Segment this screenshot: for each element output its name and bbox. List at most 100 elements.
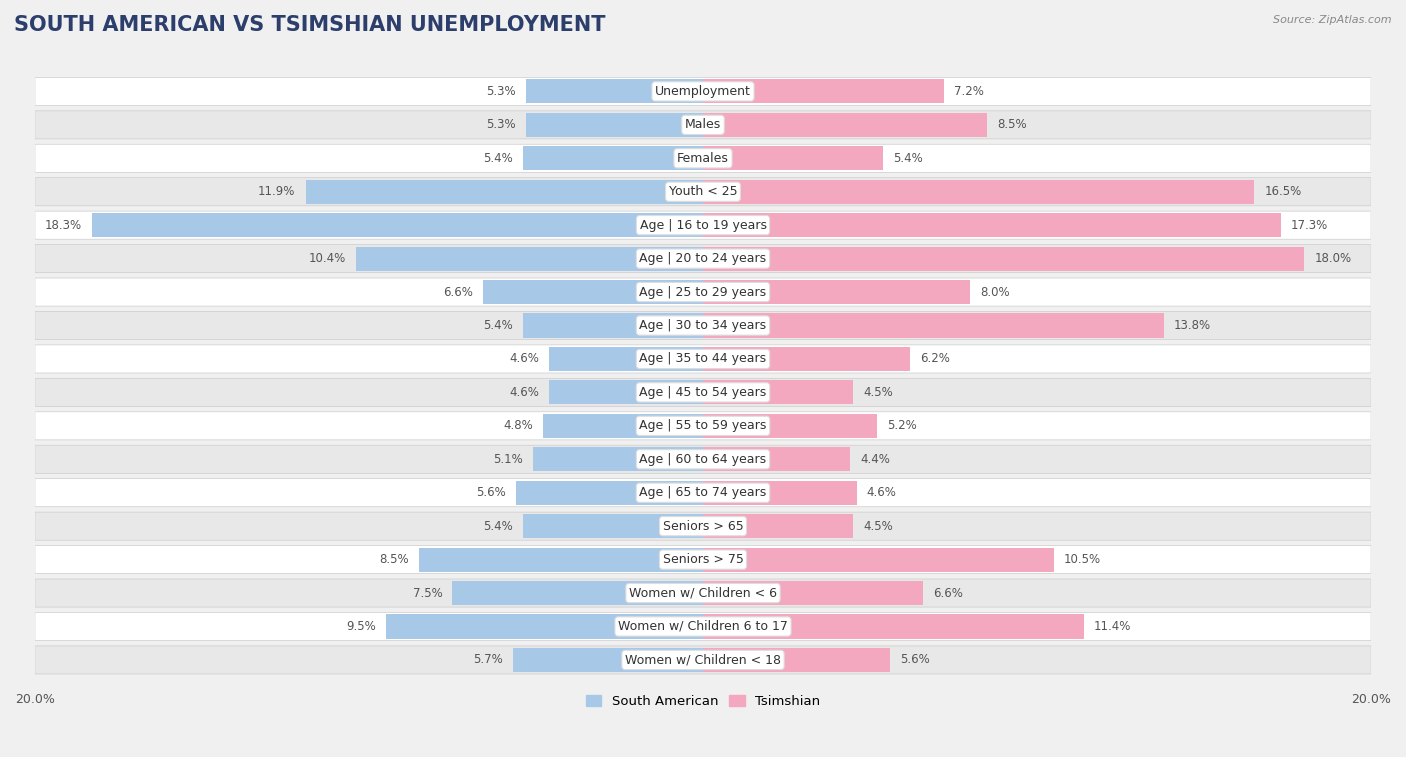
Bar	[703, 313, 1164, 338]
Bar	[533, 447, 703, 472]
Text: 5.7%: 5.7%	[472, 653, 502, 666]
Text: 13.8%: 13.8%	[1174, 319, 1211, 332]
Bar	[703, 380, 853, 404]
Text: 5.4%: 5.4%	[482, 152, 513, 165]
FancyBboxPatch shape	[35, 478, 1371, 506]
FancyBboxPatch shape	[35, 412, 1371, 440]
Text: 8.0%: 8.0%	[980, 285, 1010, 298]
FancyBboxPatch shape	[35, 378, 1371, 407]
Text: Age | 20 to 24 years: Age | 20 to 24 years	[640, 252, 766, 265]
Text: 8.5%: 8.5%	[380, 553, 409, 566]
Bar	[305, 179, 703, 204]
Text: Age | 25 to 29 years: Age | 25 to 29 years	[640, 285, 766, 298]
Text: 7.5%: 7.5%	[413, 587, 443, 600]
Bar	[523, 313, 703, 338]
Text: 5.4%: 5.4%	[482, 319, 513, 332]
Bar	[703, 514, 853, 538]
FancyBboxPatch shape	[35, 278, 1371, 306]
FancyBboxPatch shape	[35, 111, 1371, 139]
FancyBboxPatch shape	[35, 445, 1371, 473]
Bar	[543, 414, 703, 438]
Text: Seniors > 75: Seniors > 75	[662, 553, 744, 566]
Bar	[703, 447, 851, 472]
Bar	[703, 247, 1305, 271]
Text: 5.3%: 5.3%	[486, 85, 516, 98]
Text: Unemployment: Unemployment	[655, 85, 751, 98]
Bar	[703, 581, 924, 605]
Text: 8.5%: 8.5%	[997, 118, 1026, 132]
FancyBboxPatch shape	[35, 345, 1371, 373]
Bar	[703, 547, 1053, 572]
Text: Age | 45 to 54 years: Age | 45 to 54 years	[640, 386, 766, 399]
Text: 10.4%: 10.4%	[308, 252, 346, 265]
Text: 5.6%: 5.6%	[477, 486, 506, 499]
Text: 5.1%: 5.1%	[494, 453, 523, 466]
Text: SOUTH AMERICAN VS TSIMSHIAN UNEMPLOYMENT: SOUTH AMERICAN VS TSIMSHIAN UNEMPLOYMENT	[14, 15, 606, 35]
Bar	[523, 146, 703, 170]
Bar	[703, 481, 856, 505]
Text: Females: Females	[678, 152, 728, 165]
Text: 4.6%: 4.6%	[509, 386, 540, 399]
Bar	[356, 247, 703, 271]
Bar	[550, 347, 703, 371]
FancyBboxPatch shape	[35, 211, 1371, 239]
FancyBboxPatch shape	[35, 612, 1371, 640]
Bar	[703, 146, 883, 170]
Bar	[703, 113, 987, 137]
Text: 5.2%: 5.2%	[887, 419, 917, 432]
Text: 5.6%: 5.6%	[900, 653, 929, 666]
Bar	[419, 547, 703, 572]
Bar	[703, 179, 1254, 204]
Bar	[523, 514, 703, 538]
FancyBboxPatch shape	[35, 311, 1371, 340]
Text: Women w/ Children 6 to 17: Women w/ Children 6 to 17	[619, 620, 787, 633]
Text: 4.6%: 4.6%	[509, 353, 540, 366]
Text: 4.6%: 4.6%	[866, 486, 897, 499]
Bar	[526, 113, 703, 137]
Bar	[526, 79, 703, 104]
Text: 11.4%: 11.4%	[1094, 620, 1132, 633]
Bar	[703, 414, 877, 438]
Bar	[703, 615, 1084, 639]
FancyBboxPatch shape	[35, 646, 1371, 674]
Text: 6.6%: 6.6%	[934, 587, 963, 600]
Text: Women w/ Children < 18: Women w/ Children < 18	[626, 653, 780, 666]
Text: 9.5%: 9.5%	[346, 620, 375, 633]
FancyBboxPatch shape	[35, 178, 1371, 206]
Bar	[703, 648, 890, 672]
Bar	[513, 648, 703, 672]
Text: 6.2%: 6.2%	[920, 353, 950, 366]
Bar	[703, 347, 910, 371]
Text: 16.5%: 16.5%	[1264, 185, 1302, 198]
Text: Age | 35 to 44 years: Age | 35 to 44 years	[640, 353, 766, 366]
Bar	[703, 280, 970, 304]
Text: Seniors > 65: Seniors > 65	[662, 519, 744, 533]
Text: 6.6%: 6.6%	[443, 285, 472, 298]
Text: 18.3%: 18.3%	[45, 219, 82, 232]
Text: Males: Males	[685, 118, 721, 132]
Text: 10.5%: 10.5%	[1064, 553, 1101, 566]
Bar	[385, 615, 703, 639]
Text: 5.4%: 5.4%	[893, 152, 924, 165]
Text: Age | 60 to 64 years: Age | 60 to 64 years	[640, 453, 766, 466]
Text: 11.9%: 11.9%	[259, 185, 295, 198]
Bar	[516, 481, 703, 505]
Text: Age | 16 to 19 years: Age | 16 to 19 years	[640, 219, 766, 232]
Bar	[550, 380, 703, 404]
Text: Source: ZipAtlas.com: Source: ZipAtlas.com	[1274, 15, 1392, 25]
Text: Age | 65 to 74 years: Age | 65 to 74 years	[640, 486, 766, 499]
Text: Age | 55 to 59 years: Age | 55 to 59 years	[640, 419, 766, 432]
FancyBboxPatch shape	[35, 77, 1371, 105]
Bar	[703, 79, 943, 104]
Text: 5.3%: 5.3%	[486, 118, 516, 132]
Text: 4.5%: 4.5%	[863, 519, 893, 533]
Bar	[482, 280, 703, 304]
Text: Women w/ Children < 6: Women w/ Children < 6	[628, 587, 778, 600]
Text: 4.8%: 4.8%	[503, 419, 533, 432]
Bar	[91, 213, 703, 237]
Text: 5.4%: 5.4%	[482, 519, 513, 533]
Bar	[703, 213, 1281, 237]
Text: Age | 30 to 34 years: Age | 30 to 34 years	[640, 319, 766, 332]
FancyBboxPatch shape	[35, 546, 1371, 574]
Text: 17.3%: 17.3%	[1291, 219, 1329, 232]
